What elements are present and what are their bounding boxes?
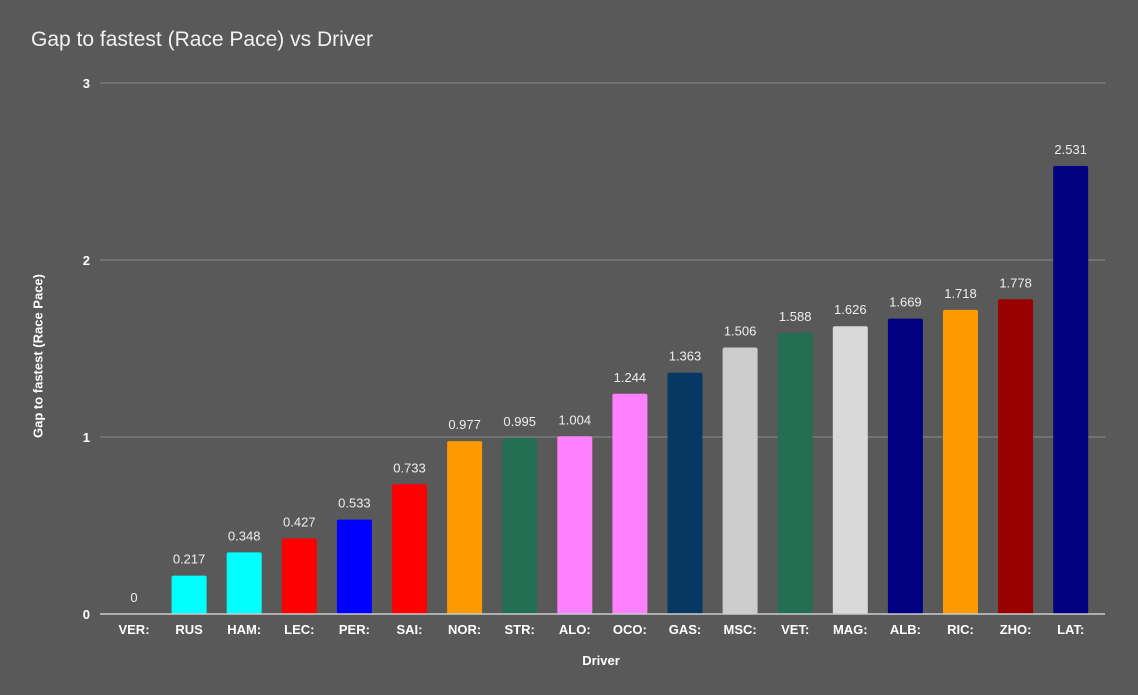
y-tick-label: 0 — [83, 607, 90, 622]
bar-gas — [667, 372, 703, 614]
data-label: 1.244 — [614, 370, 647, 385]
bar-per — [336, 519, 372, 614]
x-tick-label: HAM: — [227, 622, 261, 637]
data-label: 1.669 — [889, 295, 922, 310]
x-tick-label: RIC: — [947, 622, 974, 637]
y-tick-label: 1 — [83, 430, 90, 445]
data-label: 0 — [130, 590, 137, 605]
bar-alb — [887, 318, 923, 614]
x-axis-title: Driver — [582, 653, 620, 668]
x-tick-label: SAI: — [397, 622, 423, 637]
data-label: 0.733 — [393, 460, 426, 475]
x-tick-label: NOR: — [448, 622, 481, 637]
x-tick-label: VER: — [118, 622, 149, 637]
x-tick-label: ALB: — [890, 622, 921, 637]
chart-title: Gap to fastest (Race Pace) vs Driver — [31, 28, 373, 51]
x-tick-label: OCO: — [613, 622, 647, 637]
data-label: 0.977 — [448, 417, 481, 432]
bar-zho — [998, 299, 1034, 614]
x-tick-label: MSC: — [723, 622, 756, 637]
x-tick-label: VET: — [781, 622, 809, 637]
bar-lec — [281, 538, 317, 614]
data-label: 0.533 — [338, 496, 371, 511]
data-label: 1.778 — [999, 275, 1032, 290]
labels: 0 1 2 3 0 VER: 0.217 RUS 0.348 HAM: 0.427 LEC: 0.533… — [83, 76, 1087, 637]
gridlines — [100, 82, 1105, 438]
x-tick-label: GAS: — [669, 622, 702, 637]
bar-msc — [722, 347, 758, 614]
data-label: 1.588 — [779, 309, 812, 324]
bar-vet — [777, 332, 813, 614]
data-label: 1.506 — [724, 323, 757, 338]
x-tick-label: MAG: — [833, 622, 868, 637]
data-label: 1.626 — [834, 302, 867, 317]
x-tick-label: LEC: — [284, 622, 314, 637]
data-label: 0.217 — [173, 552, 206, 567]
bar-sai — [392, 484, 427, 614]
data-label: 0.348 — [228, 528, 261, 543]
x-tick-label: ZHO: — [1000, 622, 1032, 637]
data-label: 1.363 — [669, 349, 702, 364]
y-tick-label: 2 — [83, 253, 90, 268]
data-label: 0.427 — [283, 514, 316, 529]
bar-nor — [447, 441, 483, 614]
x-tick-label: ALO: — [559, 622, 591, 637]
bar-alo — [557, 436, 593, 614]
x-tick-label: LAT: — [1057, 622, 1084, 637]
bars — [171, 166, 1089, 614]
bar-rus — [171, 575, 207, 614]
data-label: 1.004 — [559, 412, 592, 427]
data-label: 0.995 — [503, 414, 536, 429]
x-tick-label: STR: — [505, 622, 535, 637]
bar-mag — [832, 326, 868, 614]
data-label: 1.718 — [944, 286, 977, 301]
x-tick-label: PER: — [339, 622, 370, 637]
x-tick-label: RUS — [175, 622, 203, 637]
data-label: 2.531 — [1054, 142, 1087, 157]
bar-ric — [943, 309, 978, 614]
bar-str — [502, 437, 538, 614]
bar-oco — [612, 393, 648, 614]
bar-ham — [226, 552, 262, 614]
y-tick-label: 3 — [83, 76, 90, 91]
bar-lat — [1053, 166, 1089, 614]
